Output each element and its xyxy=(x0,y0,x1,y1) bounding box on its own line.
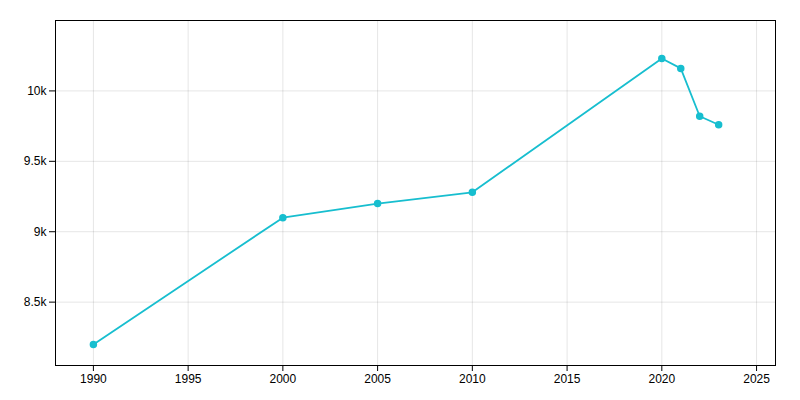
svg-text:2015: 2015 xyxy=(554,372,581,386)
svg-text:2005: 2005 xyxy=(364,372,391,386)
svg-text:9k: 9k xyxy=(34,225,48,239)
svg-text:2010: 2010 xyxy=(459,372,486,386)
svg-text:8.5k: 8.5k xyxy=(24,295,48,309)
svg-text:2000: 2000 xyxy=(270,372,297,386)
svg-text:1990: 1990 xyxy=(80,372,107,386)
svg-text:2020: 2020 xyxy=(648,372,675,386)
svg-text:10k: 10k xyxy=(27,84,47,98)
svg-text:9.5k: 9.5k xyxy=(24,154,48,168)
svg-text:2025: 2025 xyxy=(743,372,770,386)
svg-text:1995: 1995 xyxy=(175,372,202,386)
